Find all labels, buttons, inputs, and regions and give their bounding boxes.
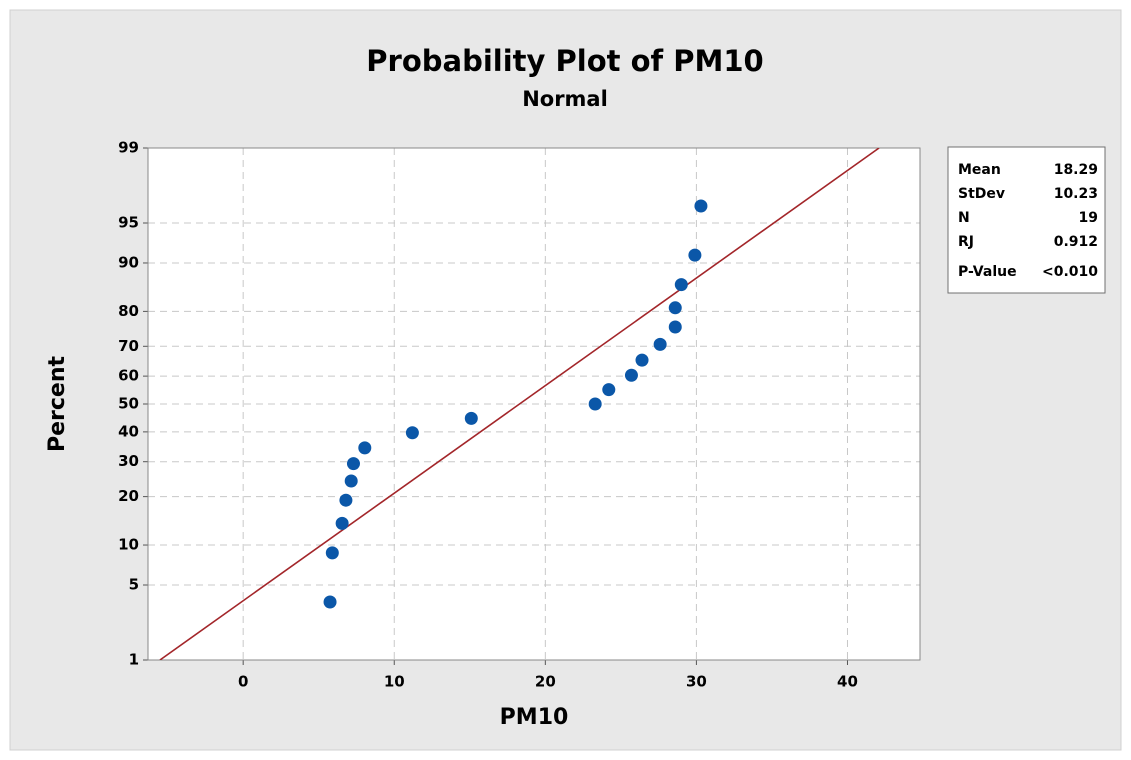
data-point	[358, 441, 372, 455]
stat-value: <0.010	[1042, 264, 1098, 280]
x-axis-label: PM10	[500, 705, 569, 730]
stat-label: StDev	[958, 186, 1005, 202]
x-tick-label: 0	[238, 673, 248, 691]
y-tick-label: 99	[118, 139, 139, 157]
data-point	[688, 248, 702, 262]
data-point	[323, 595, 337, 609]
data-point	[405, 426, 419, 440]
y-tick-label: 1	[129, 651, 139, 669]
data-point	[325, 546, 339, 560]
data-point	[339, 493, 353, 507]
stat-value: 19	[1079, 210, 1098, 226]
y-tick-label: 60	[118, 367, 139, 385]
stat-label: Mean	[958, 162, 1001, 178]
y-tick-label: 40	[118, 422, 139, 440]
y-tick-label: 80	[118, 302, 139, 320]
data-point	[335, 516, 349, 530]
plot-border	[147, 147, 921, 661]
stat-label: P-Value	[958, 264, 1017, 280]
x-tick-label: 20	[535, 673, 556, 691]
data-point	[635, 353, 649, 367]
stats-box	[947, 146, 1106, 294]
fit-line	[159, 148, 880, 660]
data-point	[624, 368, 638, 382]
data-point	[588, 397, 602, 411]
y-axis-label: Percent	[45, 356, 70, 453]
stat-value: 10.23	[1054, 186, 1098, 202]
chart-title: Probability Plot of PM10	[366, 44, 763, 78]
data-point	[602, 383, 616, 397]
y-tick-label: 90	[118, 253, 139, 271]
y-tick-label: 30	[118, 452, 139, 470]
y-tick-label: 50	[118, 395, 139, 413]
x-tick-label: 10	[384, 673, 405, 691]
y-tick-label: 5	[129, 576, 139, 594]
data-point	[674, 278, 688, 292]
data-point	[653, 337, 667, 351]
data-point	[344, 474, 358, 488]
data-point	[694, 199, 708, 213]
chart-subtitle: Normal	[522, 87, 608, 111]
y-tick-label: 20	[118, 487, 139, 505]
y-tick-label: 10	[118, 536, 139, 554]
stat-label: N	[958, 210, 970, 226]
stat-value: 0.912	[1054, 234, 1098, 250]
data-point	[668, 320, 682, 334]
x-tick-label: 40	[837, 673, 858, 691]
x-tick-label: 30	[686, 673, 707, 691]
y-tick-label: 95	[118, 213, 139, 231]
stat-label: RJ	[958, 234, 974, 250]
data-point	[464, 411, 478, 425]
stat-value: 18.29	[1054, 162, 1098, 178]
data-point	[346, 457, 360, 471]
y-tick-label: 70	[118, 337, 139, 355]
data-point	[668, 301, 682, 315]
